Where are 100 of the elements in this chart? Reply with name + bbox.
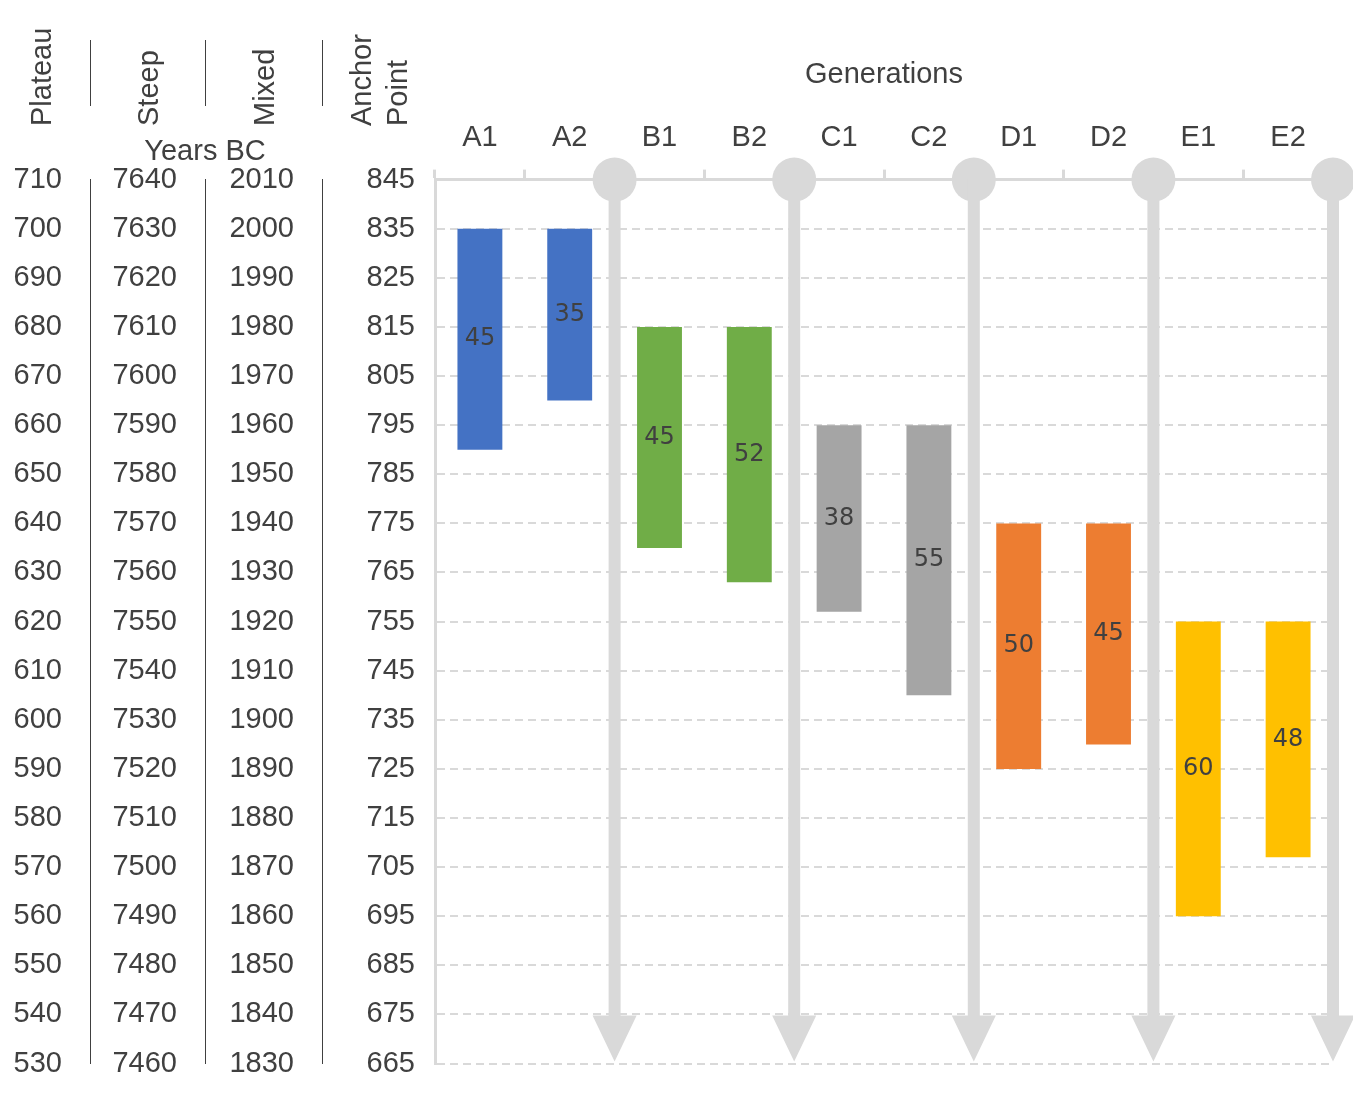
- y3-tick-label: 7510: [112, 800, 177, 833]
- y3-tick-label: 7570: [112, 505, 177, 538]
- y2-tick-label: 1930: [229, 554, 294, 587]
- y3-tick-label: 7610: [112, 308, 177, 341]
- y2-tick-label: 1990: [229, 259, 294, 292]
- y-tick-label: 705: [366, 849, 415, 882]
- y3-tick-label: 7460: [112, 1045, 177, 1078]
- y3-tick-label: 7520: [112, 750, 177, 783]
- y2-tick-label: 1890: [229, 750, 294, 783]
- text: 670: [13, 358, 62, 391]
- x-tick-label: B2: [731, 120, 768, 153]
- y3-tick-label: 7470: [112, 996, 177, 1029]
- y-tick-label: 735: [366, 701, 415, 734]
- y-tick-label: 775: [366, 505, 415, 538]
- text: 640: [13, 505, 62, 538]
- data-label: 45: [1093, 618, 1124, 647]
- text: 550: [13, 947, 62, 980]
- y2-tick-label: 1910: [229, 652, 294, 685]
- text: 570: [13, 849, 62, 882]
- text: 660: [13, 407, 62, 440]
- y3-tick-label: 7500: [112, 849, 177, 882]
- y2-axis-title: Mixed: [246, 47, 281, 126]
- y-tick-label: 765: [366, 554, 415, 587]
- x-tick-label: E2: [1270, 120, 1306, 153]
- text: 630: [13, 554, 62, 587]
- y-axis-title: Anchor Point: [343, 33, 414, 126]
- y-tick-label: 815: [366, 308, 415, 341]
- data-label: 38: [823, 502, 855, 531]
- text: 590: [13, 750, 62, 783]
- y3-tick-label: 7530: [112, 701, 177, 734]
- y2-tick-label: 1980: [229, 308, 294, 341]
- y2-tick-label: 1860: [229, 898, 294, 931]
- text: 690: [13, 259, 62, 292]
- y3-axis-title: Steep: [130, 49, 165, 126]
- bar: [816, 425, 862, 612]
- y2-tick-label: 1840: [229, 996, 294, 1029]
- y2-tick-label: 2000: [229, 210, 294, 243]
- data-label: 55: [913, 544, 945, 573]
- y3-tick-label: 7540: [112, 652, 177, 685]
- x-tick-label: B1: [641, 120, 678, 153]
- y2-tick-label: 1950: [229, 456, 294, 489]
- y-tick-label: 665: [366, 1045, 415, 1078]
- data-label: 60: [1183, 753, 1214, 782]
- y-tick-label: 675: [366, 996, 415, 1029]
- x-tick-label: A1: [462, 120, 498, 153]
- y3-tick-label: 7560: [112, 554, 177, 587]
- text: 710: [13, 161, 62, 194]
- x-tick-label: C1: [820, 120, 858, 153]
- text: 600: [13, 701, 62, 734]
- y-tick-label: 835: [366, 210, 415, 243]
- x-tick-label: D2: [1089, 120, 1128, 153]
- y3-tick-label: 7600: [112, 358, 177, 391]
- data-label: 45: [464, 323, 496, 352]
- bar: [996, 523, 1042, 769]
- y3-tick-label: 7590: [112, 407, 177, 440]
- y-tick-label: 805: [366, 358, 415, 391]
- y-tick-label: 725: [366, 750, 415, 783]
- x-tick-label: D1: [1000, 120, 1038, 153]
- y-tick-label: 845: [366, 161, 415, 194]
- y2-tick-label: 1940: [229, 505, 294, 538]
- y2-tick-label: 1850: [229, 947, 294, 980]
- y3-tick-label: 7480: [112, 947, 177, 980]
- data-label: 50: [1003, 630, 1034, 659]
- bar: [457, 228, 503, 450]
- y3-tick-label: 7630: [112, 210, 177, 243]
- bar: [547, 228, 593, 401]
- y-tick-label: 785: [366, 456, 415, 489]
- y2-tick-label: 1970: [229, 358, 294, 391]
- x-tick-label: C2: [910, 120, 948, 153]
- text: 650: [13, 456, 62, 489]
- y-tick-label: 825: [366, 259, 415, 292]
- data-label: 52: [734, 438, 765, 467]
- text: 580: [13, 800, 62, 833]
- bar: [726, 326, 772, 583]
- text: 700: [13, 210, 62, 243]
- y-tick-label: 745: [366, 652, 415, 685]
- y2-tick-label: 1960: [229, 407, 294, 440]
- x-tick-label: E1: [1180, 120, 1217, 153]
- x-axis-title: Generations: [805, 57, 963, 90]
- y2-tick-label: 1870: [229, 849, 294, 882]
- x-tick-label: A2: [551, 120, 588, 153]
- data-label: 45: [644, 421, 675, 450]
- y3-tick-label: 7580: [112, 456, 177, 489]
- y-tick-label: 685: [366, 947, 415, 980]
- y-tick-label: 755: [366, 603, 415, 636]
- data-label: 35: [554, 298, 585, 327]
- y-tick-label: 795: [366, 407, 415, 440]
- text: 620: [13, 603, 62, 636]
- text: 530: [13, 1045, 62, 1078]
- y3-tick-label: 7490: [112, 898, 177, 931]
- y3-tick-label: 7620: [112, 259, 177, 292]
- text: 560: [13, 898, 62, 931]
- y-tick-label: 715: [366, 800, 415, 833]
- y2-tick-label: 1830: [229, 1045, 294, 1078]
- bar: [1086, 523, 1131, 745]
- bar: [906, 425, 952, 696]
- y3-tick-label: 7550: [112, 603, 177, 636]
- y2-tick-label: 1880: [229, 800, 294, 833]
- y2-tick-label: 1900: [229, 701, 294, 734]
- y2-tick-label: 1920: [229, 603, 294, 636]
